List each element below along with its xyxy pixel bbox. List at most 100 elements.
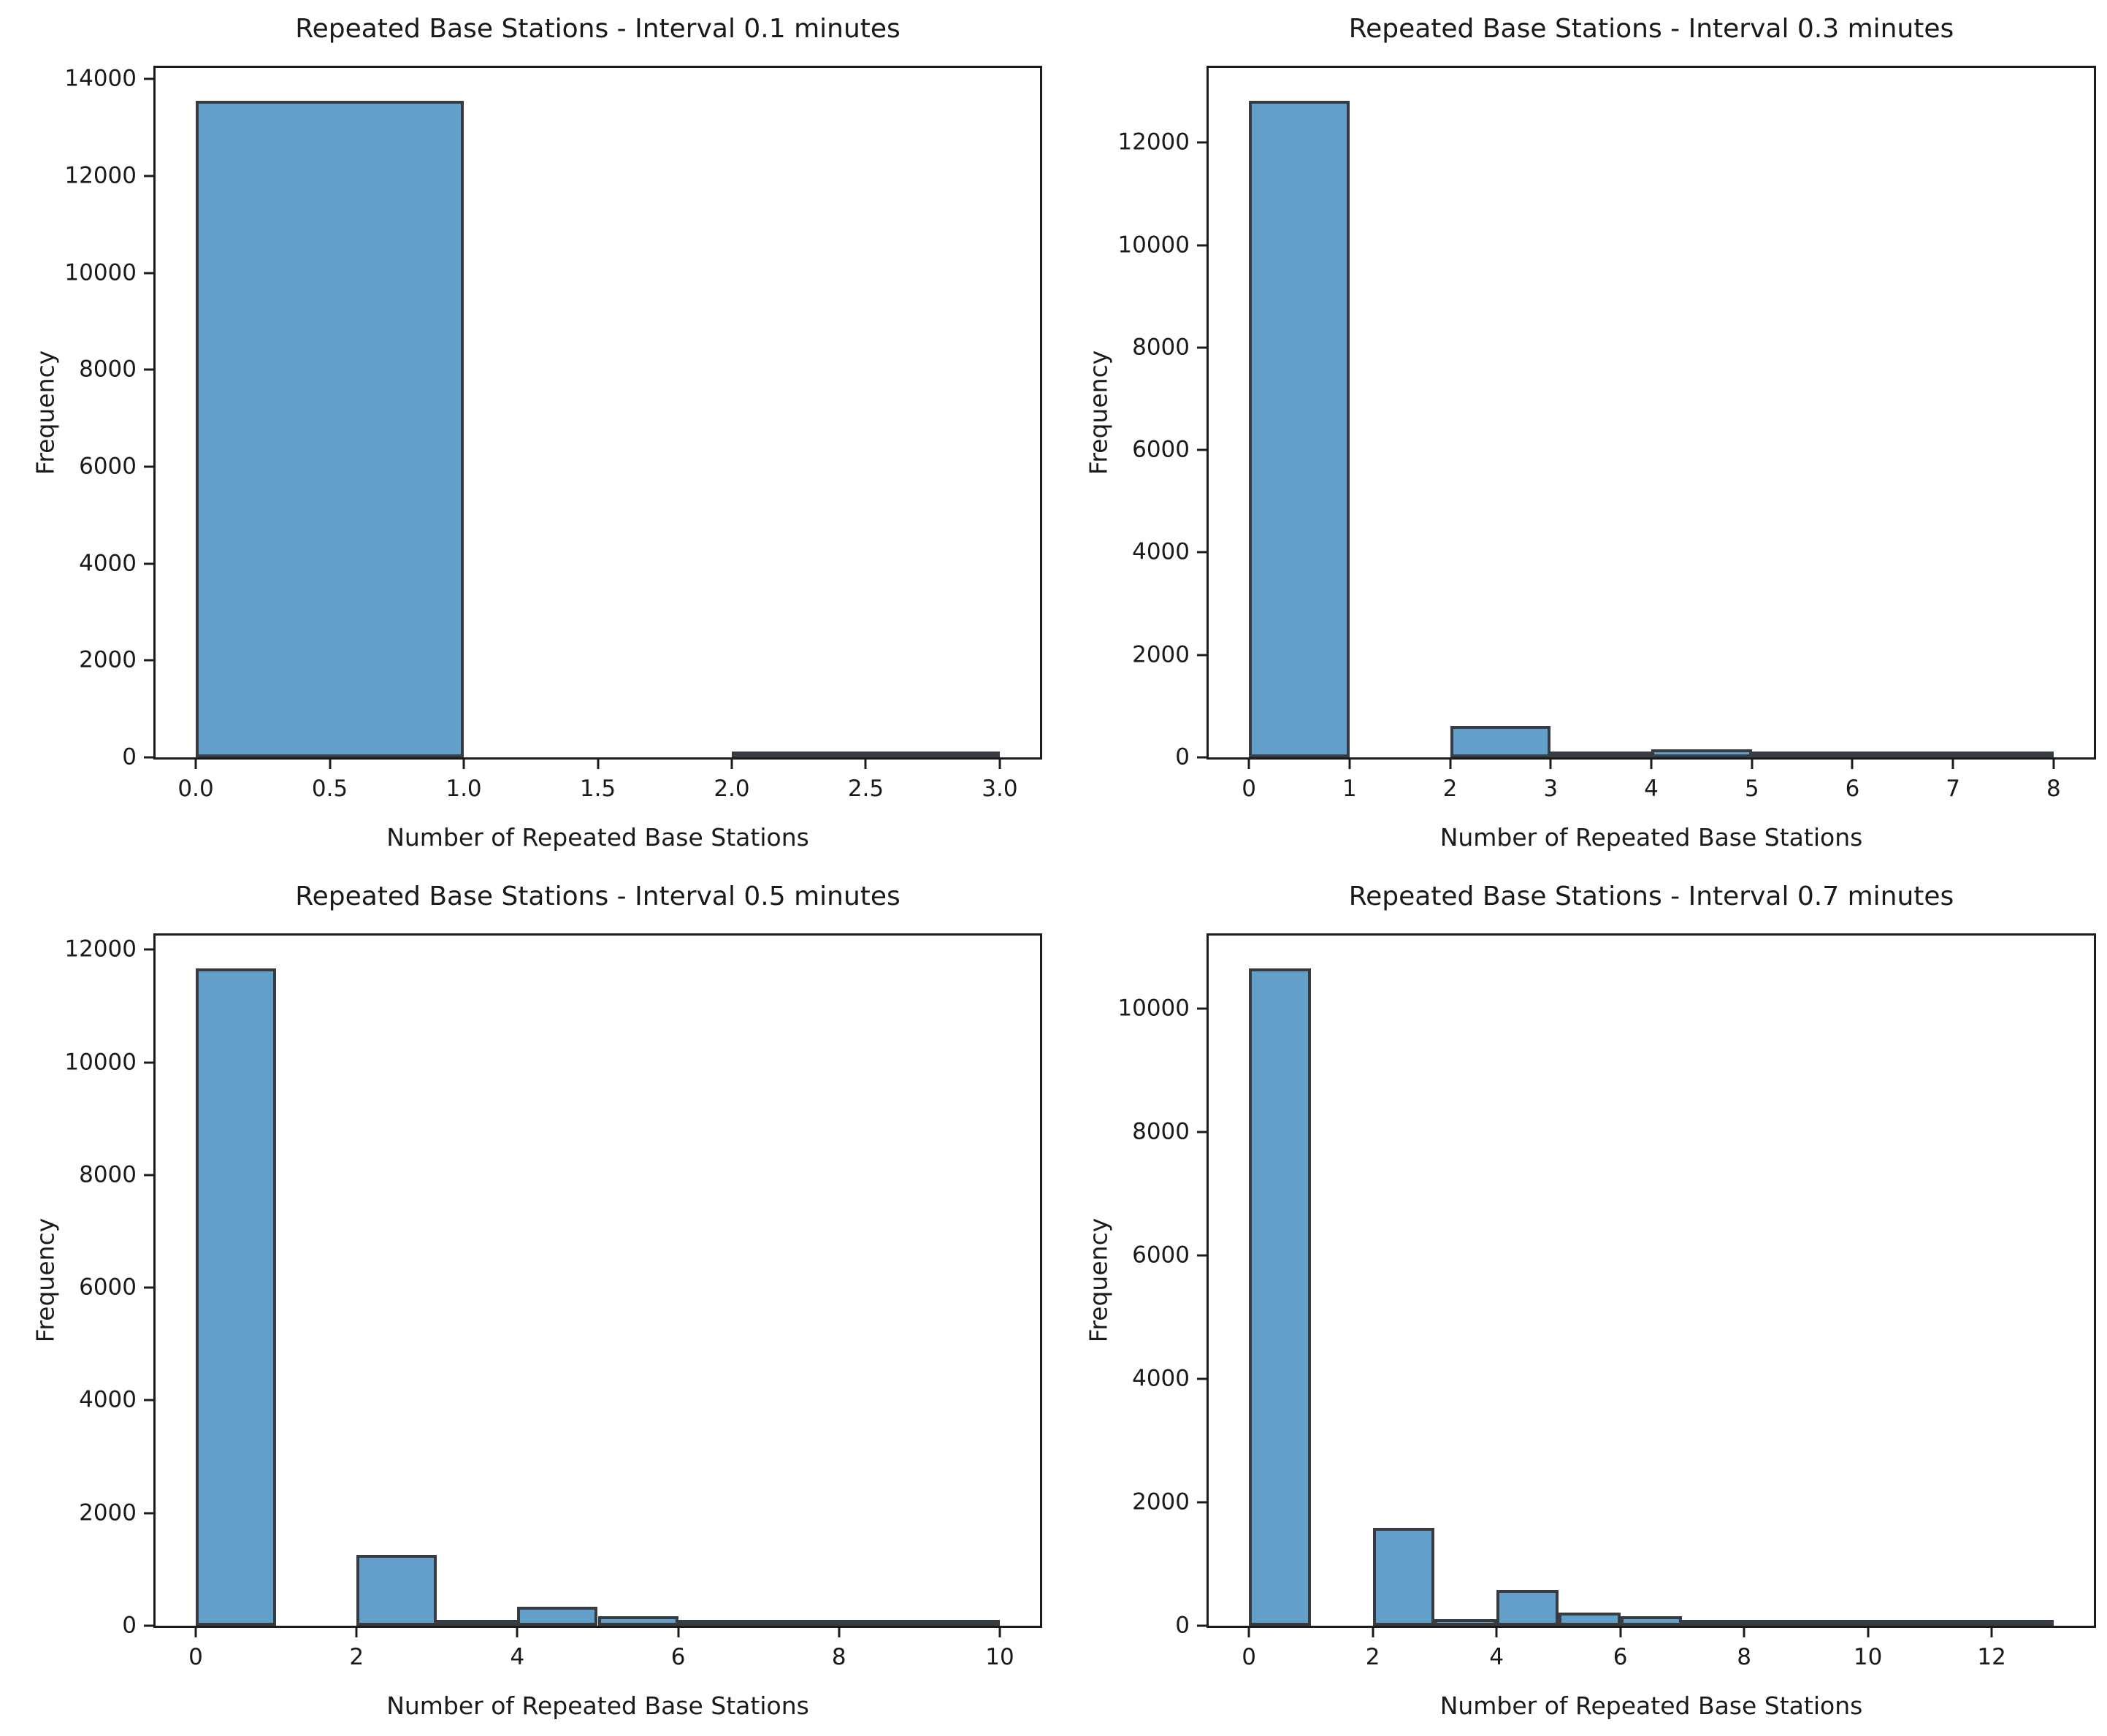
x-axis-label: Number of Repeated Base Stations <box>386 823 809 852</box>
plot-area: 0.0 0.5 1.0 1.5 2.0 2.5 3.0 0 2000 4000 6000 8000 10… <box>64 66 1042 801</box>
histogram-bar <box>1992 1620 2054 1626</box>
x-tick-label: 6 <box>1845 776 1860 802</box>
histogram-bar <box>678 1620 759 1626</box>
y-tick-label: 4000 <box>1132 1365 1190 1392</box>
y-tick-mark <box>1197 346 1207 349</box>
x-tick-label: 4 <box>1644 776 1659 802</box>
y-tick-mark <box>144 1399 153 1402</box>
x-tick-mark <box>864 760 867 769</box>
x-tick-mark <box>1650 760 1653 769</box>
histogram-bar <box>1558 1612 1621 1626</box>
histogram-bar <box>1930 1620 1992 1626</box>
y-tick-label: 2000 <box>1132 1488 1190 1515</box>
y-tick-mark <box>1197 448 1207 451</box>
histogram-bar <box>1744 1620 1806 1626</box>
y-tick-label: 6000 <box>79 453 137 480</box>
histogram-bar <box>1620 1616 1683 1626</box>
y-tick-mark <box>144 659 153 662</box>
y-tick-mark <box>1197 244 1207 247</box>
y-tick-label: 0 <box>1175 1612 1190 1639</box>
y-tick-mark <box>144 1286 153 1289</box>
histogram-bar <box>196 101 464 757</box>
histogram-bar <box>1805 1620 1868 1626</box>
y-tick-label: 10000 <box>64 259 137 286</box>
histogram-bar <box>597 1616 678 1626</box>
histogram-bar <box>838 1620 919 1626</box>
y-tick-mark <box>144 756 153 759</box>
x-tick-mark <box>1247 760 1250 769</box>
y-tick-label: 10000 <box>1117 995 1190 1022</box>
y-tick-mark <box>1197 141 1207 144</box>
y-tick-mark <box>1197 1501 1207 1504</box>
x-tick-mark <box>1990 1628 1993 1637</box>
x-tick-mark <box>998 760 1001 769</box>
x-tick-label: 0.0 <box>177 776 214 802</box>
plot-area: 0 2 4 6 8 10 0 2000 4000 6000 8000 10000 12000 <box>64 933 1042 1670</box>
x-tick-label: 3 <box>1543 776 1559 802</box>
plot-area: 0 1 2 3 4 5 6 7 8 0 2000 4000 6000 8000 10000 12000 <box>1117 66 2096 801</box>
y-tick-mark <box>1197 654 1207 657</box>
x-tick-label: 12 <box>1977 1644 2006 1670</box>
y-tick-mark <box>1197 1254 1207 1257</box>
x-tick-label: 1.0 <box>446 776 482 802</box>
y-tick-label: 12000 <box>64 936 137 963</box>
y-tick-label: 8000 <box>1132 1118 1190 1145</box>
y-tick-mark <box>144 948 153 951</box>
x-tick-label: 3.0 <box>982 776 1018 802</box>
y-axis-label: Frequency <box>31 1217 60 1343</box>
x-tick-mark <box>998 1628 1001 1637</box>
x-tick-label: 10 <box>985 1644 1014 1670</box>
x-tick-label: 0.5 <box>311 776 348 802</box>
y-tick-mark <box>1197 551 1207 554</box>
y-tick-mark <box>144 1512 153 1515</box>
histogram-bar <box>517 1606 598 1626</box>
x-tick-mark <box>1247 1628 1250 1637</box>
histogram-bar <box>1434 1619 1497 1626</box>
x-tick-mark <box>730 760 733 769</box>
y-tick-label: 6000 <box>79 1274 137 1301</box>
y-tick-label: 8000 <box>1132 334 1190 361</box>
x-tick-label: 5 <box>1744 776 1759 802</box>
y-tick-mark <box>1197 1377 1207 1380</box>
x-tick-label: 4 <box>510 1644 525 1670</box>
y-tick-label: 12000 <box>1117 129 1190 156</box>
y-tick-label: 6000 <box>1132 1242 1190 1269</box>
y-tick-mark <box>1197 1007 1207 1010</box>
y-tick-label: 0 <box>122 743 137 771</box>
x-axis-label: Number of Repeated Base Stations <box>386 1691 809 1720</box>
y-tick-mark <box>144 272 153 275</box>
chart-title: Repeated Base Stations - Interval 0.3 mi… <box>1348 14 1954 44</box>
subplot-interval-0-3: Repeated Base Stations - Interval 0.3 mi… <box>1053 0 2107 868</box>
x-tick-mark <box>1495 1628 1498 1637</box>
histogram-bar <box>1496 1589 1559 1626</box>
y-tick-mark <box>1197 756 1207 759</box>
histogram-bar <box>196 968 277 1626</box>
x-axis-label: Number of Repeated Base Stations <box>1439 1691 1863 1720</box>
y-tick-label: 12000 <box>64 162 137 189</box>
x-tick-label: 8 <box>831 1644 846 1670</box>
y-tick-label: 2000 <box>1132 641 1190 668</box>
histogram-bar <box>1450 726 1551 757</box>
y-tick-mark <box>144 175 153 177</box>
y-tick-label: 0 <box>1175 743 1190 771</box>
x-tick-label: 6 <box>670 1644 686 1670</box>
chart-title: Repeated Base Stations - Interval 0.7 mi… <box>1348 882 1954 911</box>
x-tick-label: 7 <box>1946 776 1961 802</box>
chart-title: Repeated Base Stations - Interval 0.5 mi… <box>295 882 900 911</box>
histogram-bar <box>1682 1620 1745 1626</box>
histogram-bar <box>1249 968 1311 1626</box>
x-tick-mark <box>194 760 197 769</box>
subplot-interval-0-7: Repeated Base Stations - Interval 0.7 mi… <box>1053 868 2107 1736</box>
x-tick-mark <box>516 1628 519 1637</box>
histogram-bar <box>731 752 1000 757</box>
plot-area: 0 2 4 6 8 10 12 0 2000 4000 6000 8000 10000 <box>1117 933 2096 1670</box>
x-tick-mark <box>462 760 465 769</box>
subplot-interval-0-1: Repeated Base Stations - Interval 0.1 mi… <box>0 0 1053 868</box>
y-tick-label: 0 <box>122 1612 137 1639</box>
subplot-interval-0-5: Repeated Base Stations - Interval 0.5 mi… <box>0 868 1053 1736</box>
y-tick-label: 8000 <box>79 356 137 383</box>
y-tick-label: 14000 <box>64 65 137 92</box>
x-tick-label: 0 <box>188 1644 203 1670</box>
x-tick-mark <box>1851 760 1854 769</box>
